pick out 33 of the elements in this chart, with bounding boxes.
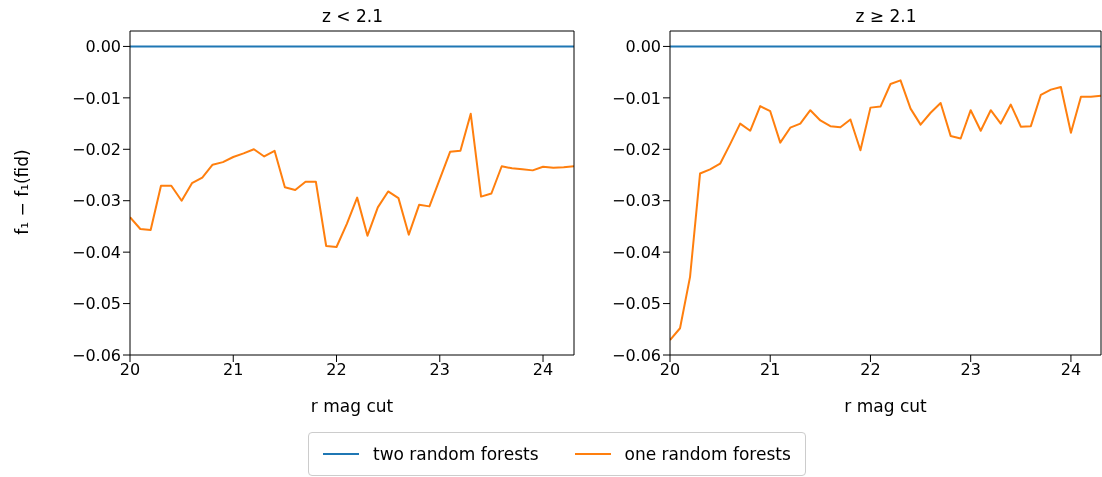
y-tick-label: −0.06: [71, 345, 121, 365]
legend-label: two random forests: [373, 444, 539, 464]
y-tick-label: −0.05: [611, 294, 661, 314]
y-tick-label: −0.02: [71, 139, 121, 159]
x-axis-title: r mag cut: [844, 396, 928, 416]
chart-title: z < 2.1: [321, 6, 384, 26]
y-tick-label: −0.04: [71, 242, 121, 262]
x-tick-label: 23: [429, 360, 450, 380]
y-tick-label: −0.06: [611, 345, 661, 365]
x-tick-label: 22: [326, 360, 347, 380]
x-tick-label: 21: [760, 360, 781, 380]
y-tick-label: −0.04: [611, 242, 661, 262]
y-tick-label: −0.01: [611, 88, 661, 108]
line-series: [670, 79, 1101, 342]
x-tick-label: 20: [119, 360, 141, 380]
x-axis-title: r mag cut: [310, 396, 394, 416]
x-tick-label: 22: [860, 360, 881, 380]
x-tick-label: 24: [1060, 360, 1082, 380]
y-tick-label: −0.03: [611, 191, 661, 211]
line-series: [130, 112, 574, 248]
y-tick-label: −0.05: [71, 294, 121, 314]
legend-label: one random forests: [624, 444, 791, 464]
y-tick-label: −0.01: [71, 88, 121, 108]
x-tick-label: 21: [223, 360, 244, 380]
x-tick-label: 23: [960, 360, 981, 380]
y-tick-label: −0.02: [611, 139, 661, 159]
y-tick-label: −0.03: [71, 191, 121, 211]
y-tick-label: 0.00: [85, 37, 121, 57]
y-axis-title: f₁ − f₁(fid): [12, 149, 32, 235]
x-tick-label: 20: [659, 360, 681, 380]
chart-title: z ≥ 2.1: [854, 6, 918, 26]
x-tick-label: 24: [532, 360, 554, 380]
y-tick-label: 0.00: [625, 37, 661, 57]
